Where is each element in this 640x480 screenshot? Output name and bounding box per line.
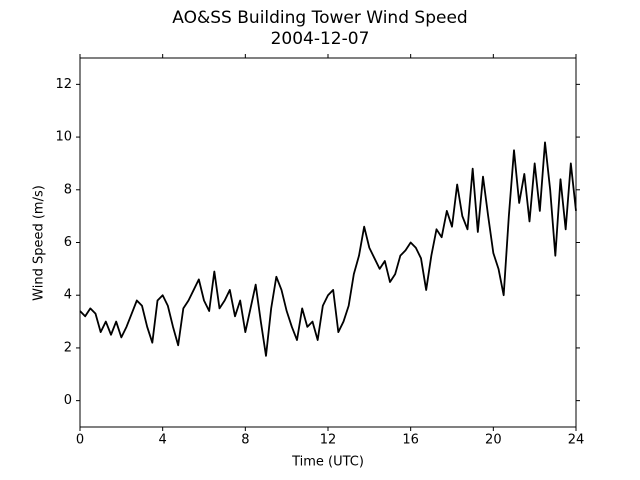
data-line <box>79 141 577 357</box>
x-tick-label: 16 <box>402 433 419 448</box>
x-tick-label: 8 <box>241 433 249 448</box>
y-tick-label: 2 <box>64 340 72 355</box>
x-tick-label: 4 <box>159 433 167 448</box>
chart-title: AO&SS Building Tower Wind Speed <box>172 8 467 28</box>
plot-frame <box>79 57 577 428</box>
y-tick-label: 12 <box>55 77 72 92</box>
y-tick-label: 6 <box>64 235 72 250</box>
x-tick-label: 24 <box>568 433 585 448</box>
y-axis-label: Wind Speed (m/s) <box>32 185 47 301</box>
y-tick-label: 8 <box>64 182 72 197</box>
x-tick-label: 12 <box>320 433 337 448</box>
y-tick-label: 10 <box>55 130 72 145</box>
y-tick-label: 4 <box>64 288 72 303</box>
x-tick-label: 20 <box>485 433 502 448</box>
x-axis-label: Time (UTC) <box>291 455 364 470</box>
x-tick-label: 0 <box>76 433 84 448</box>
chart-subtitle: 2004-12-07 <box>271 29 370 49</box>
y-tick-label: 0 <box>64 393 72 408</box>
